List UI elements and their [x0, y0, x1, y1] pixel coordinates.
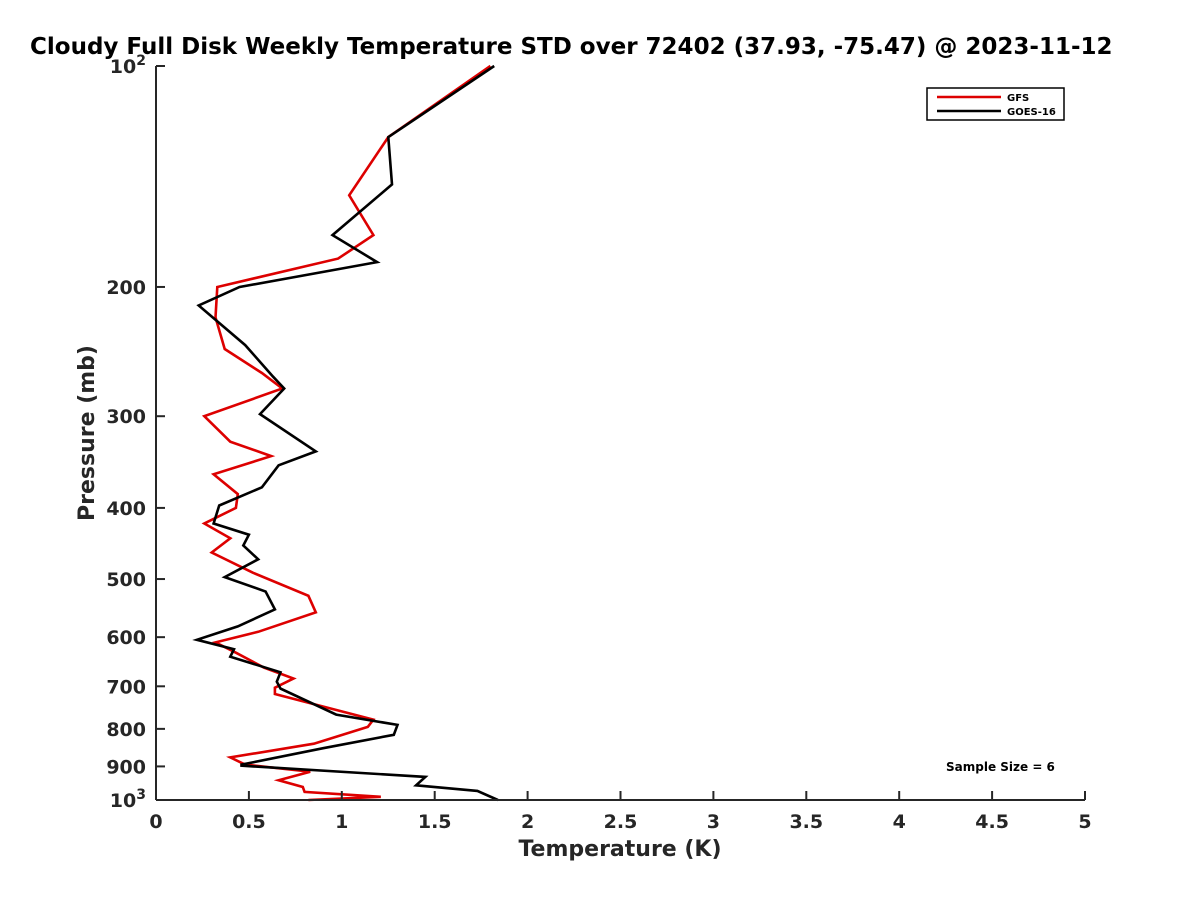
x-axis-label: Temperature (K) [518, 837, 721, 862]
chart-title: Cloudy Full Disk Weekly Temperature STD … [30, 34, 1113, 60]
legend: GFS GOES-16 [926, 87, 1065, 121]
sample-size-annotation: Sample Size = 6 [946, 760, 1055, 774]
x-axis-ticks: 0 0.5 1 1.5 2 2.5 3 3.5 4 4.5 5 [149, 791, 1092, 833]
x-tick-label: 4 [893, 811, 906, 833]
x-tick-label: 1 [335, 811, 348, 833]
y-tick-label: 900 [106, 756, 146, 778]
legend-label-gfs: GFS [1007, 93, 1029, 104]
y-tick-label: 600 [106, 627, 146, 649]
y-tick-label: 500 [106, 569, 146, 591]
x-tick-label: 2.5 [604, 811, 638, 833]
y-axis-ticks: 102 200 300 400 500 600 700 800 900 103 [106, 53, 165, 812]
y-axis-label: Pressure (mb) [75, 345, 100, 521]
y-tick-label: 800 [106, 719, 146, 741]
y-tick-label: 102 [110, 53, 146, 78]
x-tick-label: 5 [1078, 811, 1091, 833]
y-tick-label: 103 [110, 787, 146, 812]
plot-area [156, 66, 1085, 800]
series-layer [192, 64, 499, 802]
x-tick-label: 0.5 [232, 811, 266, 833]
x-tick-label: 3.5 [789, 811, 823, 833]
y-tick-label: 200 [106, 277, 146, 299]
legend-box [926, 87, 1065, 121]
series-line-goes-16 [192, 64, 499, 802]
legend-label-goes16: GOES-16 [1007, 107, 1056, 118]
x-tick-label: 2 [521, 811, 534, 833]
x-tick-label: 3 [707, 811, 720, 833]
x-tick-label: 1.5 [418, 811, 452, 833]
x-tick-label: 4.5 [975, 811, 1009, 833]
series-line-gfs [201, 64, 492, 802]
y-tick-label: 700 [106, 676, 146, 698]
x-tick-label: 0 [149, 811, 162, 833]
y-tick-label: 300 [106, 406, 146, 428]
y-tick-label: 400 [106, 498, 146, 520]
